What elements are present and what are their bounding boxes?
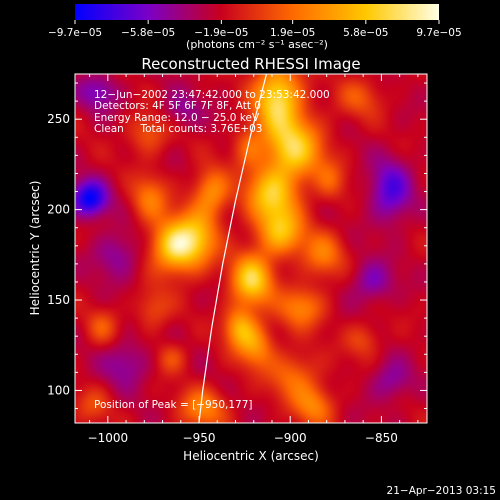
colorbar-ticks: −9.7e−05 −5.8e−05 −1.9e−05 1.9e−05 5.8e−05 9.… [48,20,462,39]
peak-position-label: Position of Peak = [−950,177] [94,399,253,411]
colorbar-tick-label: 9.7e−05 [416,27,461,39]
y-tick-label: 150 [47,293,70,307]
x-tick-label: −900 [274,431,307,445]
annotation-energy-range: Energy Range: 12.0 − 25.0 keV [94,112,260,124]
annotation-clean-counts: Clean Total counts: 3.76E+03 [94,123,263,135]
x-axis-ticks: −1000 −950 −900 −850 [88,74,419,445]
colorbar [75,4,439,20]
chart-title: Reconstructed RHESSI Image [141,55,360,73]
observation-annotations: 12−Jun−2002 23:47:42.000 to 23:53:42.000… [94,89,330,135]
colorbar-tick-label: −1.9e−05 [194,27,248,39]
solar-limb-line [198,74,268,423]
y-tick-label: 100 [47,383,70,397]
x-axis-label: Heliocentric X (arcsec) [183,449,319,463]
annotation-time-range: 12−Jun−2002 23:47:42.000 to 23:53:42.000 [94,89,330,101]
y-tick-label: 250 [47,112,70,126]
footer-timestamp: 21−Apr−2013 03:15 [387,485,496,497]
colorbar-tick-label: −5.8e−05 [121,27,175,39]
annotation-detectors: Detectors: 4F 5F 6F 7F 8F, Att 0 [94,100,261,112]
plot-frame [74,73,428,424]
y-axis-label: Heliocentric Y (arcsec) [28,181,42,316]
colorbar-tick-label: 1.9e−05 [270,27,315,39]
colorbar-tick-label: −9.7e−05 [48,27,102,39]
colorbar-tick-label: 5.8e−05 [343,27,388,39]
y-tick-label: 200 [47,203,70,217]
x-tick-label: −850 [365,431,398,445]
x-tick-label: −950 [183,431,216,445]
y-axis-ticks: 100 150 200 250 [47,82,427,410]
x-tick-label: −1000 [88,431,129,445]
colorbar-units-label: (photons cm⁻² s⁻¹ asec⁻²) [186,38,328,51]
